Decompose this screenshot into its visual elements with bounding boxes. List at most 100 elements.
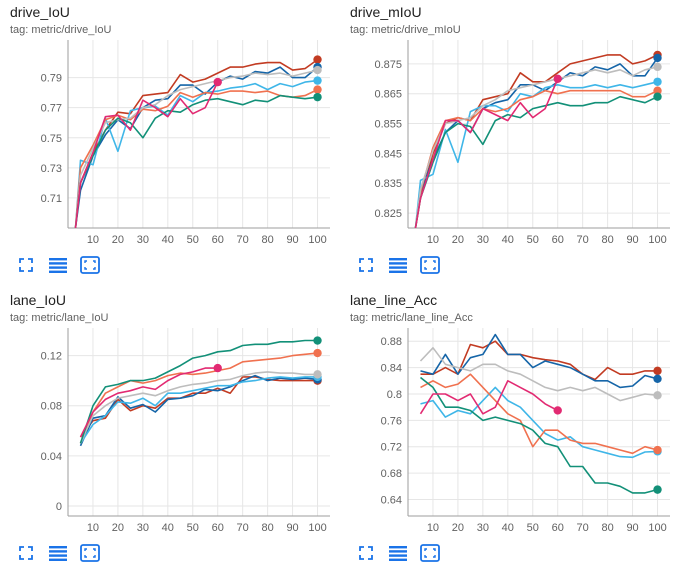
series-line-orange[interactable]: [414, 89, 658, 228]
x-tick-label: 20: [112, 522, 124, 534]
grid: [408, 328, 670, 516]
series-end-marker-gray[interactable]: [653, 391, 662, 400]
series-line-orange[interactable]: [74, 88, 318, 228]
series-end-marker-orange[interactable]: [653, 445, 662, 455]
x-tick-label: 20: [452, 234, 464, 246]
chart-svg[interactable]: 0 0.04 0.08 0.12 10 20 30 40 50 60 70 80 90 100: [0, 288, 340, 573]
series-line-red[interactable]: [420, 340, 658, 381]
toggle-log-scale-icon[interactable]: [388, 543, 408, 563]
series-end-marker-teal[interactable]: [653, 485, 662, 494]
series-end-marker-gray[interactable]: [313, 370, 322, 379]
series-line-orange[interactable]: [79, 352, 318, 444]
series-line-pink[interactable]: [79, 367, 218, 438]
y-tick-label: 0.75: [41, 133, 62, 145]
x-tick-label: 80: [601, 234, 613, 246]
chart-toolbar: [356, 255, 440, 275]
series-line-sky[interactable]: [420, 386, 658, 459]
series-line-gray[interactable]: [79, 371, 318, 444]
chart-title: drive_mIoU: [350, 4, 422, 20]
series-line-teal[interactable]: [74, 94, 318, 228]
series-end-marker-sky[interactable]: [313, 76, 322, 85]
series-end-marker-teal[interactable]: [313, 336, 322, 345]
series-end-marker-gray[interactable]: [313, 65, 322, 75]
y-tick-label: 0.73: [41, 163, 62, 175]
series-end-marker-pink[interactable]: [553, 74, 562, 83]
series-end-marker-pink[interactable]: [553, 406, 562, 415]
series-end-marker-blue[interactable]: [653, 374, 662, 383]
x-tick-label: 20: [452, 522, 464, 534]
chart-svg[interactable]: 0.825 0.835 0.845 0.855 0.865 0.875 10 20 30 40 50…: [340, 0, 680, 285]
x-tick-label: 90: [626, 234, 638, 246]
series-line-pink[interactable]: [419, 380, 559, 415]
series-line-gray[interactable]: [414, 66, 658, 228]
fit-domain-icon[interactable]: [356, 543, 376, 563]
x-tick-label: 90: [626, 522, 638, 534]
series-end-marker-teal[interactable]: [313, 92, 322, 102]
fit-domain-to-data-icon[interactable]: [80, 543, 100, 563]
series-line-sky[interactable]: [79, 376, 318, 444]
x-tick-label: 80: [261, 522, 273, 534]
x-tick-label: 50: [187, 522, 199, 534]
series-line-teal[interactable]: [420, 376, 658, 494]
x-tick-label: 30: [477, 522, 489, 534]
toggle-log-scale-icon[interactable]: [48, 255, 68, 275]
chart-svg[interactable]: 0.71 0.73 0.75 0.77 0.79 10 20 30 40 50 60 70 80 90 10…: [0, 0, 340, 285]
series-line-teal[interactable]: [414, 95, 658, 228]
fit-domain-icon[interactable]: [356, 255, 376, 275]
fit-domain-to-data-icon[interactable]: [80, 255, 100, 275]
series-group: [414, 54, 659, 228]
y-tick-label: 0.825: [374, 208, 402, 220]
series-end-marker-blue[interactable]: [653, 53, 662, 63]
chart-svg[interactable]: 0.64 0.68 0.72 0.76 0.8 0.84 0.88 10 20 30 40 50 60 7…: [340, 288, 680, 573]
fit-domain-icon[interactable]: [16, 543, 36, 563]
x-tick-label: 60: [212, 522, 224, 534]
series-end-marker-gray[interactable]: [653, 62, 662, 72]
series-group: [79, 339, 318, 447]
x-tick-label: 100: [308, 522, 326, 534]
series-line-gray[interactable]: [74, 69, 318, 228]
x-tick-label: 80: [261, 234, 273, 246]
x-tick-label: 30: [137, 522, 149, 534]
series-line-red[interactable]: [74, 58, 318, 228]
y-tick-label: 0.64: [381, 495, 402, 507]
series-end-marker-pink[interactable]: [213, 363, 222, 373]
series-end-marker-teal[interactable]: [653, 92, 662, 101]
fit-domain-to-data-icon[interactable]: [420, 255, 440, 275]
series-end-marker-pink[interactable]: [213, 77, 222, 87]
y-tick-label: 0.76: [381, 415, 402, 427]
series-line-blue[interactable]: [79, 374, 318, 447]
x-tick-label: 50: [527, 522, 539, 534]
series-line-orange[interactable]: [420, 373, 658, 455]
x-tick-label: 50: [527, 234, 539, 246]
toggle-log-scale-icon[interactable]: [48, 543, 68, 563]
chart-card: drive_mIoU tag: metric/drive_mIoU 0.825 0…: [340, 0, 680, 285]
series-line-sky[interactable]: [414, 81, 658, 228]
toggle-log-scale-icon[interactable]: [388, 255, 408, 275]
x-tick-label: 50: [187, 234, 199, 246]
y-tick-label: 0.12: [41, 351, 62, 363]
series-line-pink[interactable]: [414, 78, 559, 228]
series-line-sky[interactable]: [74, 79, 318, 228]
series-line-blue[interactable]: [420, 333, 658, 389]
series-line-teal[interactable]: [79, 339, 318, 444]
fit-domain-to-data-icon[interactable]: [420, 543, 440, 563]
series-end-marker-red[interactable]: [313, 55, 322, 64]
y-tick-label: 0.77: [41, 103, 62, 115]
y-tick-label: 0.68: [381, 468, 402, 480]
y-tick-label: 0.835: [374, 178, 402, 190]
x-tick-label: 20: [112, 234, 124, 246]
series-end-marker-orange[interactable]: [313, 85, 322, 94]
series-end-marker-orange[interactable]: [653, 86, 662, 95]
series-line-gray[interactable]: [419, 346, 658, 402]
series-line-pink[interactable]: [74, 81, 219, 228]
series-line-red[interactable]: [414, 54, 658, 228]
fit-domain-icon[interactable]: [16, 255, 36, 275]
chart-tag: tag: metric/drive_mIoU: [350, 24, 461, 36]
x-tick-label: 100: [648, 522, 666, 534]
series-end-marker-red[interactable]: [653, 366, 662, 376]
series-line-blue[interactable]: [74, 66, 319, 228]
series-end-marker-orange[interactable]: [313, 348, 322, 358]
series-end-marker-sky[interactable]: [653, 77, 662, 86]
x-tick-label: 40: [502, 522, 514, 534]
series-line-red[interactable]: [79, 376, 318, 438]
